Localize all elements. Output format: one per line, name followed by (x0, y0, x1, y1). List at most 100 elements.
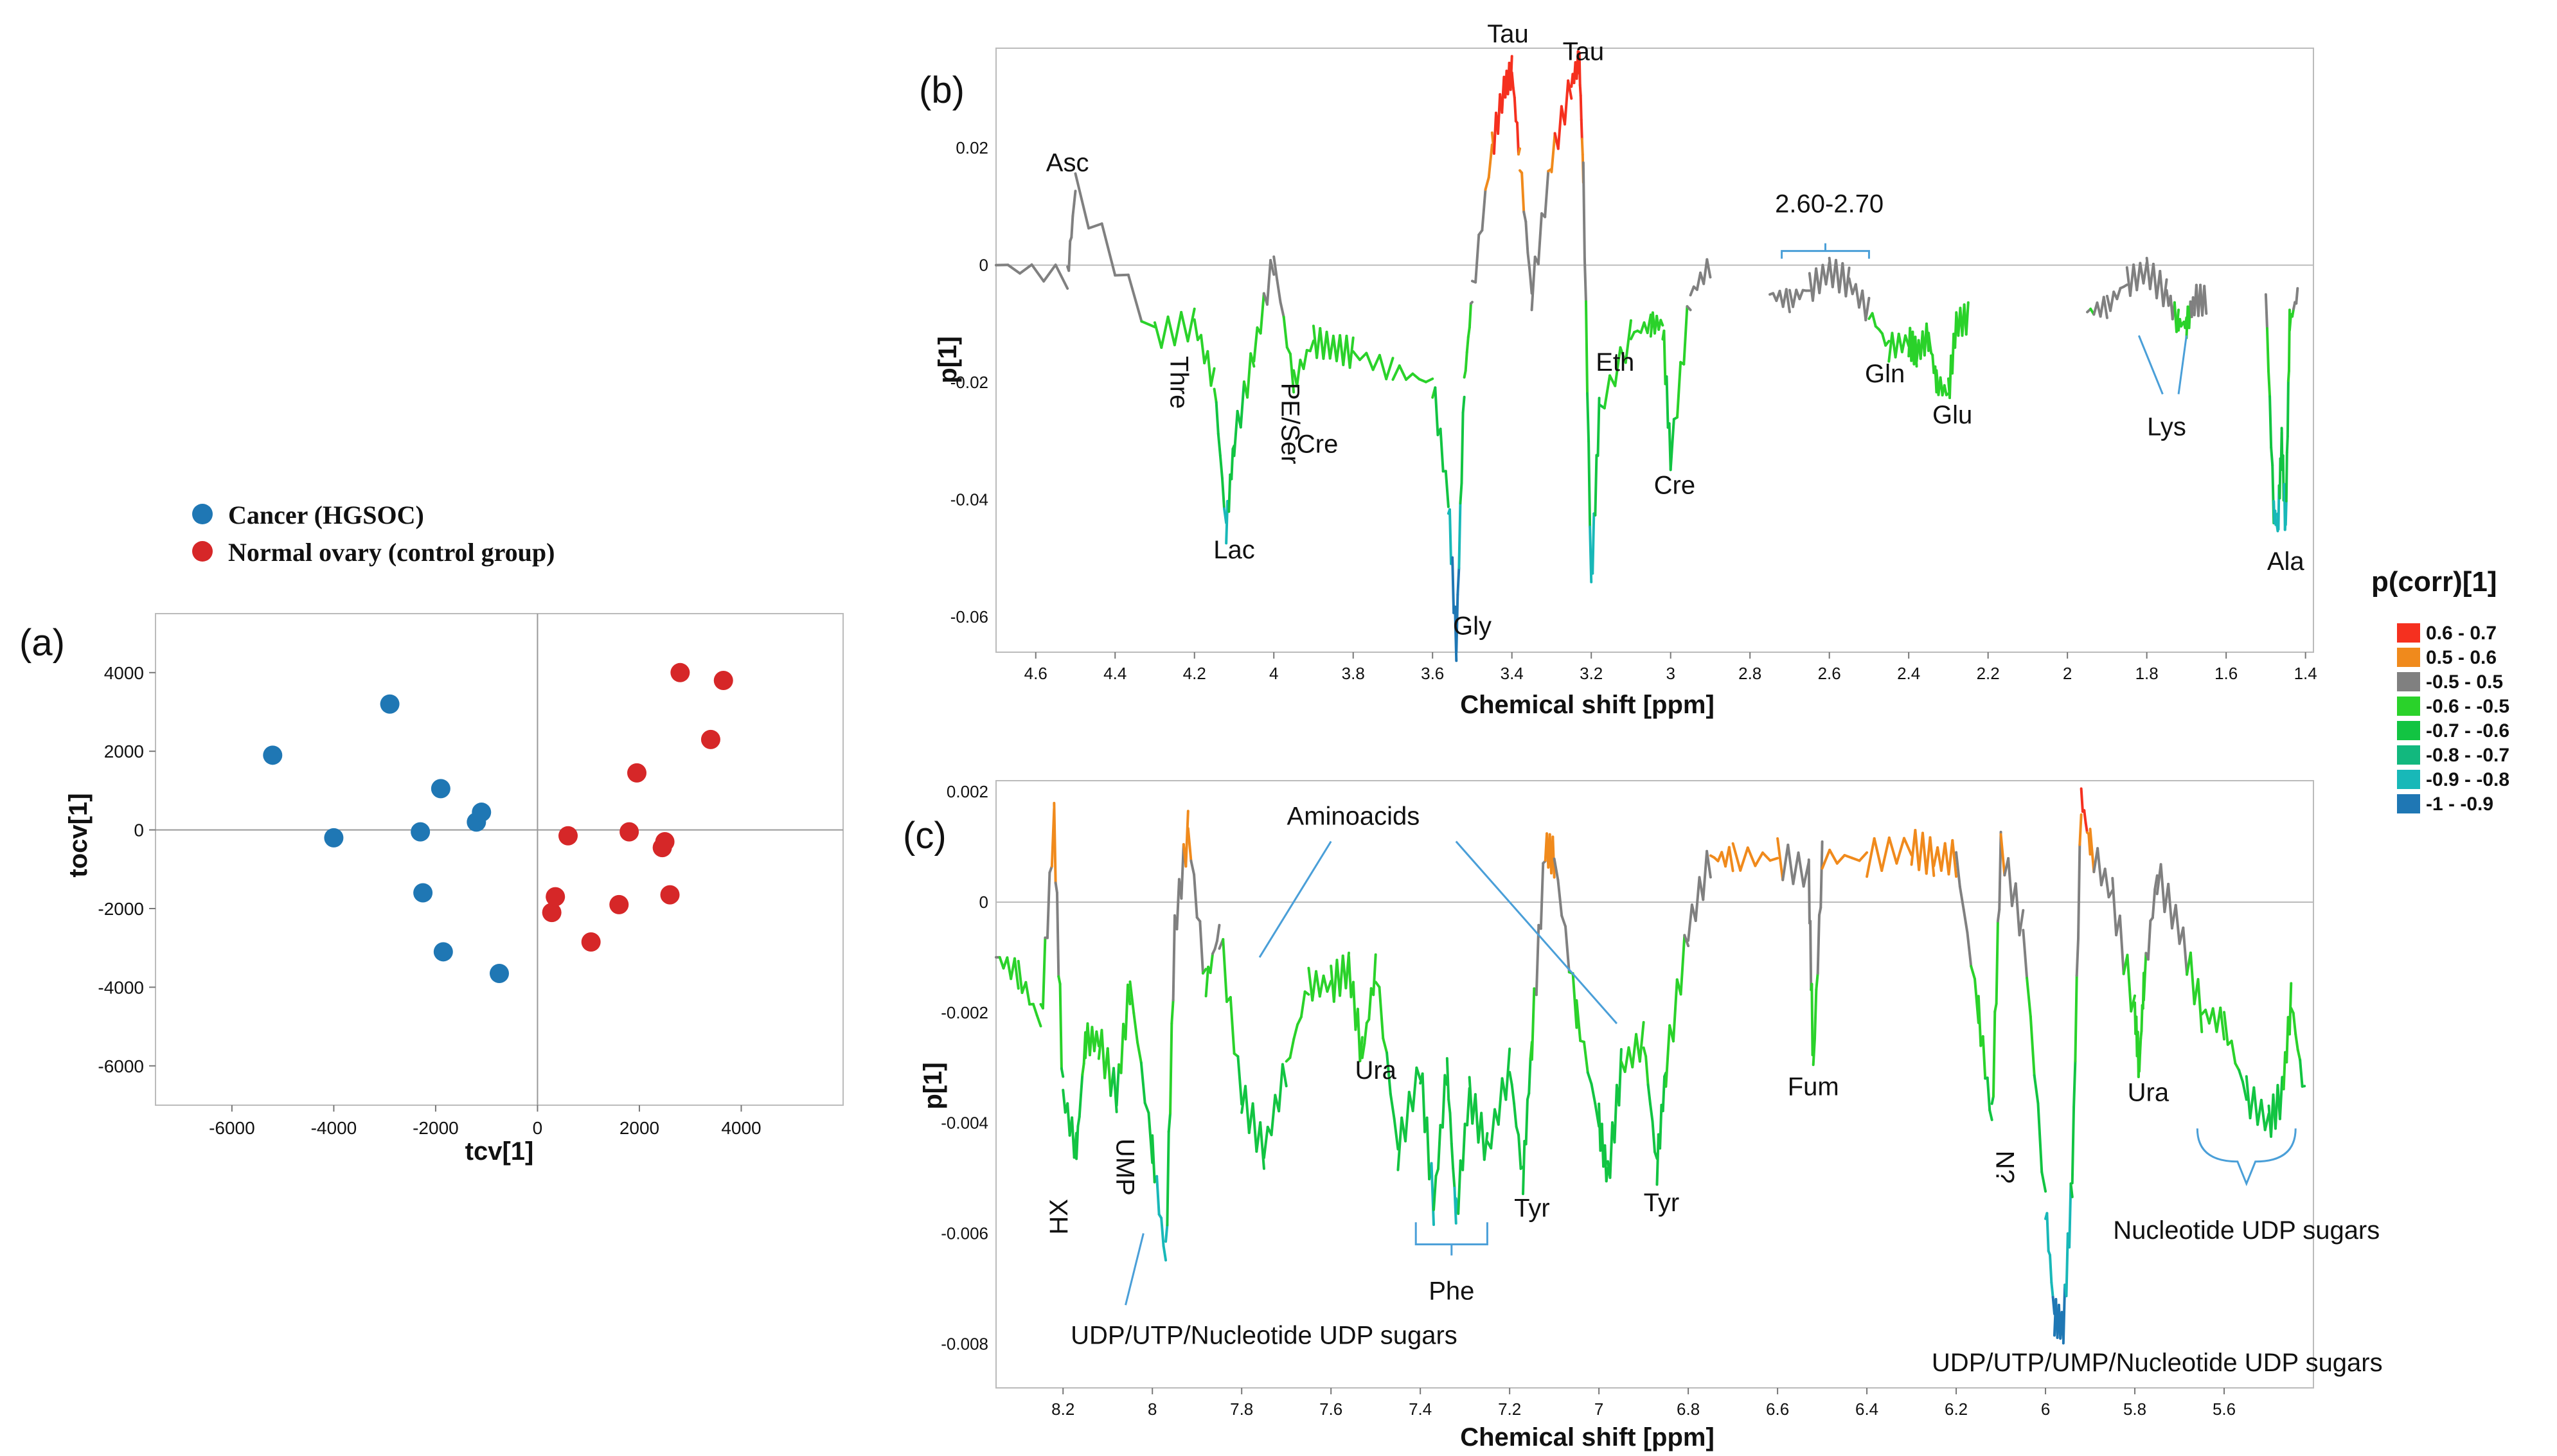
spectrum-b-segment (1689, 285, 1695, 297)
y-tick-label-c: -0.008 (941, 1334, 988, 1353)
spectrum-b-segment (1550, 132, 1556, 173)
spectrum-c-segment (1081, 1062, 1085, 1076)
cancer-point (472, 803, 492, 822)
spectrum-b-segment (1405, 372, 1414, 381)
spectrum-c-segment (2107, 889, 2114, 899)
spectrum-c-segment (1556, 878, 1564, 918)
spectrum-c-segment (1041, 936, 1047, 1010)
spectrum-c-segment (1432, 1175, 1438, 1211)
legend-label-cancer: Cancer (HGSOC) (228, 501, 424, 529)
spectrum-c-segment (1172, 915, 1176, 1002)
y-tick-label-a: 4000 (104, 663, 144, 683)
spectrum-c-segment (1303, 990, 1310, 996)
spectrum-c-segment (2167, 882, 2173, 930)
spectrum-b-segment (1351, 350, 1362, 362)
spectrum-b-segment (1537, 212, 1544, 265)
normal-point (581, 932, 601, 952)
spectrum-b-segment (1943, 384, 1948, 396)
normal-point (700, 729, 720, 749)
y-tick-label-c: 0.002 (947, 782, 988, 801)
x-tick-label-b: 3.4 (1501, 664, 1524, 683)
spectrum-b-segment (2295, 287, 2299, 305)
spectrum-b-segment (2291, 307, 2295, 318)
spectrum-c-segment (1453, 1186, 1457, 1225)
cancer-point (433, 942, 453, 962)
spectrum-c-segment (1993, 1002, 1998, 1013)
x-tick-label-c: 6.8 (1677, 1399, 1700, 1419)
plot-area-b (995, 48, 2314, 653)
spectrum-c-segment (1873, 837, 1884, 872)
annotation-c: Nucleotide UDP sugars (2113, 1216, 2380, 1245)
spectrum-c-segment (1385, 1051, 1392, 1096)
spectrum-line-c (995, 787, 2306, 1345)
x-tick-label-c: 7.8 (1230, 1399, 1253, 1419)
normal-point (713, 671, 733, 691)
axes-a: -6000 -4000 -2000 0 2000 4000 -6000 -4000 -2000 0… (98, 614, 843, 1138)
spectrum-b-segment (1706, 258, 1712, 279)
spectrum-c-segment (2278, 1076, 2284, 1121)
annotation-b: Cre (1654, 472, 1695, 500)
spectrum-c-segment (1461, 1123, 1466, 1171)
spectrum-b-segment (1087, 222, 1103, 230)
pointer-aminoacids-2 (1455, 840, 1618, 1024)
panel-label-a: (a) (19, 622, 65, 664)
spectrum-c-segment (1262, 1126, 1269, 1159)
spectrum-c-segment (1769, 857, 1779, 862)
spectrum-c-segment (1078, 1094, 1083, 1119)
spectrum-b-segment (1900, 334, 1907, 353)
pointer-lys-2 (2177, 335, 2187, 395)
spectrum-c-segment (1821, 848, 1831, 870)
spectrum-b-segment (2264, 293, 2268, 330)
y-tick-label-a: 0 (134, 821, 144, 840)
spectrum-c-segment (2252, 1086, 2259, 1126)
spectrum-c-segment (1807, 858, 1811, 925)
spectrum-c-segment (1236, 1055, 1243, 1106)
plot-area-a (155, 613, 844, 1106)
spectrum-c-segment (1046, 871, 1051, 939)
spectrum-c-segment (2259, 1099, 2267, 1132)
annotation-c: Phe (1429, 1277, 1474, 1306)
spectrum-c-segment (2022, 928, 2029, 980)
spectrum-c-segment (1368, 987, 1373, 1021)
spectrum-c-segment (1702, 849, 1709, 901)
x-tick-label-c: 6.6 (1766, 1399, 1789, 1419)
cancer-point (413, 883, 433, 903)
spectrum-c-segment (1425, 1116, 1431, 1181)
spectrum-c-segment (1835, 854, 1846, 865)
spectrum-c-segment (1781, 843, 1790, 882)
annotation-c: Fum (1788, 1073, 1839, 1101)
bracket-2-60-2-70 (1781, 243, 1870, 259)
spectrum-b-segment (1596, 396, 1601, 457)
spectrum-b-segment (1252, 326, 1259, 363)
spectrum-b-segment (1359, 351, 1368, 362)
legend-corr-label: 0.5 - 0.6 (2426, 647, 2497, 668)
spectrum-c-segment (1754, 851, 1764, 867)
spectrum-c-segment (1661, 1075, 1666, 1113)
normal-point (619, 822, 639, 842)
spectrum-c-segment (1396, 1116, 1403, 1171)
spectrum-c-segment (1251, 1102, 1258, 1153)
legend-marker-normal (192, 541, 213, 562)
spectrum-b-segment (1513, 96, 1517, 123)
legend-corr-label: -1 - -0.9 (2426, 794, 2493, 815)
spectrum-c-segment (1970, 964, 1977, 981)
spectrum-c-segment (1054, 882, 1058, 894)
spectrum-b-segment (1945, 392, 1950, 396)
x-tick-label-b: 2.8 (1738, 664, 1761, 683)
spectrum-b-segment (2267, 369, 2272, 398)
spectrum-b-segment (1669, 418, 1675, 471)
annotation-b: Thre (1165, 356, 1193, 409)
spectrum-c-segment (2299, 1058, 2304, 1088)
spectrum-c-segment (1866, 837, 1876, 878)
x-tick-label-c: 7.2 (1498, 1399, 1521, 1419)
spectrum-c-segment (1553, 857, 1560, 882)
legend-corr-label: -0.5 - 0.5 (2426, 671, 2503, 693)
spectrum-b-segment (1220, 477, 1226, 510)
spectrum-c-segment (1571, 972, 1578, 1029)
legend-corr-swatch (2397, 745, 2420, 765)
spectrum-c-segment (2140, 1004, 2144, 1033)
annotation-b: Asc (1046, 149, 1089, 177)
normal-point (558, 826, 578, 846)
pointer-udp-left (1125, 1233, 1145, 1306)
spectrum-b-segment (1469, 301, 1474, 305)
